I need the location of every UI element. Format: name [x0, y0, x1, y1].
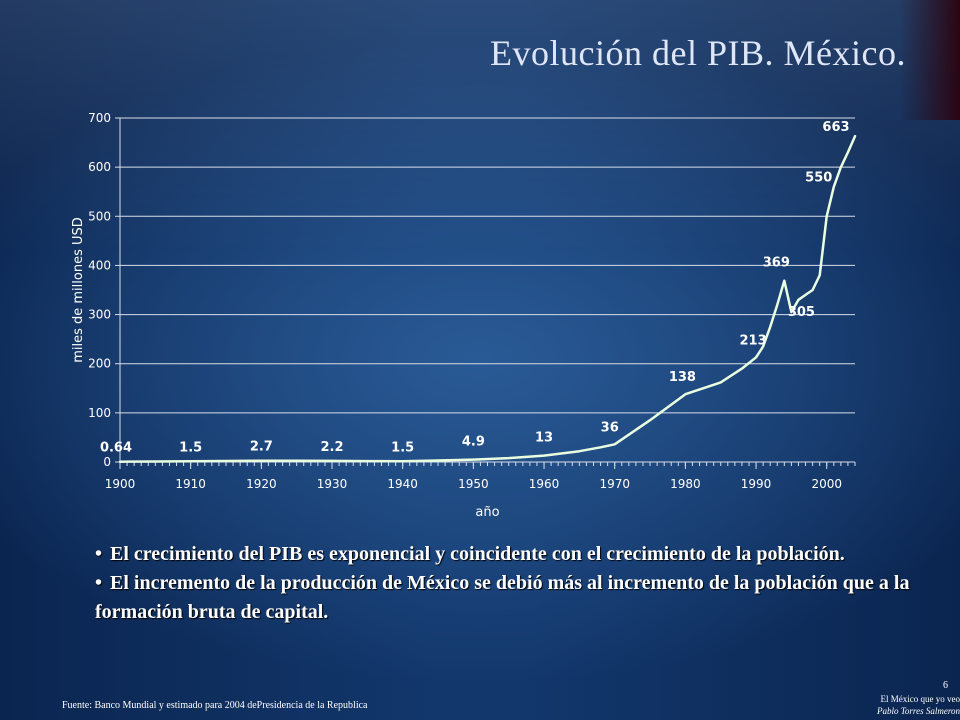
- x-tick-label: 1990: [741, 477, 772, 491]
- y-tick-label: 400: [88, 258, 111, 272]
- data-label: 36: [601, 420, 619, 435]
- y-tick-label: 0: [103, 455, 111, 469]
- page-number: 6: [943, 680, 948, 691]
- data-label: 1.5: [179, 440, 202, 455]
- x-tick-label: 1900: [105, 477, 136, 491]
- bullet-item: • El crecimiento del PIB es exponencial y…: [95, 543, 845, 565]
- bullet-text: El crecimiento del PIB es exponencial y …: [110, 543, 845, 565]
- data-label: 2.7: [250, 440, 273, 455]
- data-label: 4.9: [462, 435, 485, 450]
- x-tick-label: 1950: [458, 477, 489, 491]
- bullet-list: • El crecimiento del PIB es exponencial y…: [95, 540, 915, 627]
- x-tick-label: 1970: [599, 477, 630, 491]
- data-label: 1.5: [391, 440, 414, 455]
- x-axis-label: año: [475, 505, 499, 520]
- book-title: El México que yo veo: [880, 694, 960, 704]
- data-label: 2.2: [321, 440, 344, 455]
- data-label: 305: [788, 305, 815, 320]
- y-tick-label: 200: [88, 357, 111, 371]
- author-name: Pablo Torres Salmeron: [876, 706, 960, 716]
- y-tick-label: 300: [88, 308, 111, 322]
- footer-credit: El México que yo veo Pablo Torres Salmer…: [800, 693, 960, 717]
- corner-decoration: [900, 0, 960, 120]
- x-tick-label: 1980: [670, 477, 701, 491]
- data-label: 369: [763, 256, 790, 271]
- series-line: [118, 134, 857, 463]
- x-tick-label: 1910: [175, 477, 206, 491]
- data-label: 663: [822, 120, 849, 135]
- y-tick-label: 700: [88, 111, 111, 125]
- data-label: 13: [535, 431, 553, 446]
- x-tick-label: 1920: [246, 477, 277, 491]
- slide-title: Evolución del PIB. México.: [490, 33, 906, 73]
- data-label: 138: [669, 370, 696, 385]
- bullet-item: • El incremento de la producción de Méxic…: [95, 572, 910, 623]
- y-tick-label: 500: [88, 209, 111, 223]
- gdp-line-chart: 0 100 200 300 400 500 600 700 1900 1910 1920 1930 19…: [71, 111, 857, 520]
- x-tick-label: 1960: [529, 477, 560, 491]
- y-tick-label: 600: [88, 160, 111, 174]
- y-axis-label: miles de millones USD: [71, 217, 86, 363]
- bullet-text: El incremento de la producción de México…: [95, 572, 910, 623]
- x-tick-label: 1930: [317, 477, 348, 491]
- data-label: 550: [805, 171, 832, 186]
- source-note: Fuente: Banco Mundial y estimado para 20…: [62, 700, 368, 711]
- data-label: 0.64: [100, 441, 132, 456]
- y-tick-label: 100: [88, 406, 111, 420]
- data-label: 213: [739, 333, 766, 348]
- x-tick-label: 2000: [811, 477, 842, 491]
- x-tick-label: 1940: [387, 477, 418, 491]
